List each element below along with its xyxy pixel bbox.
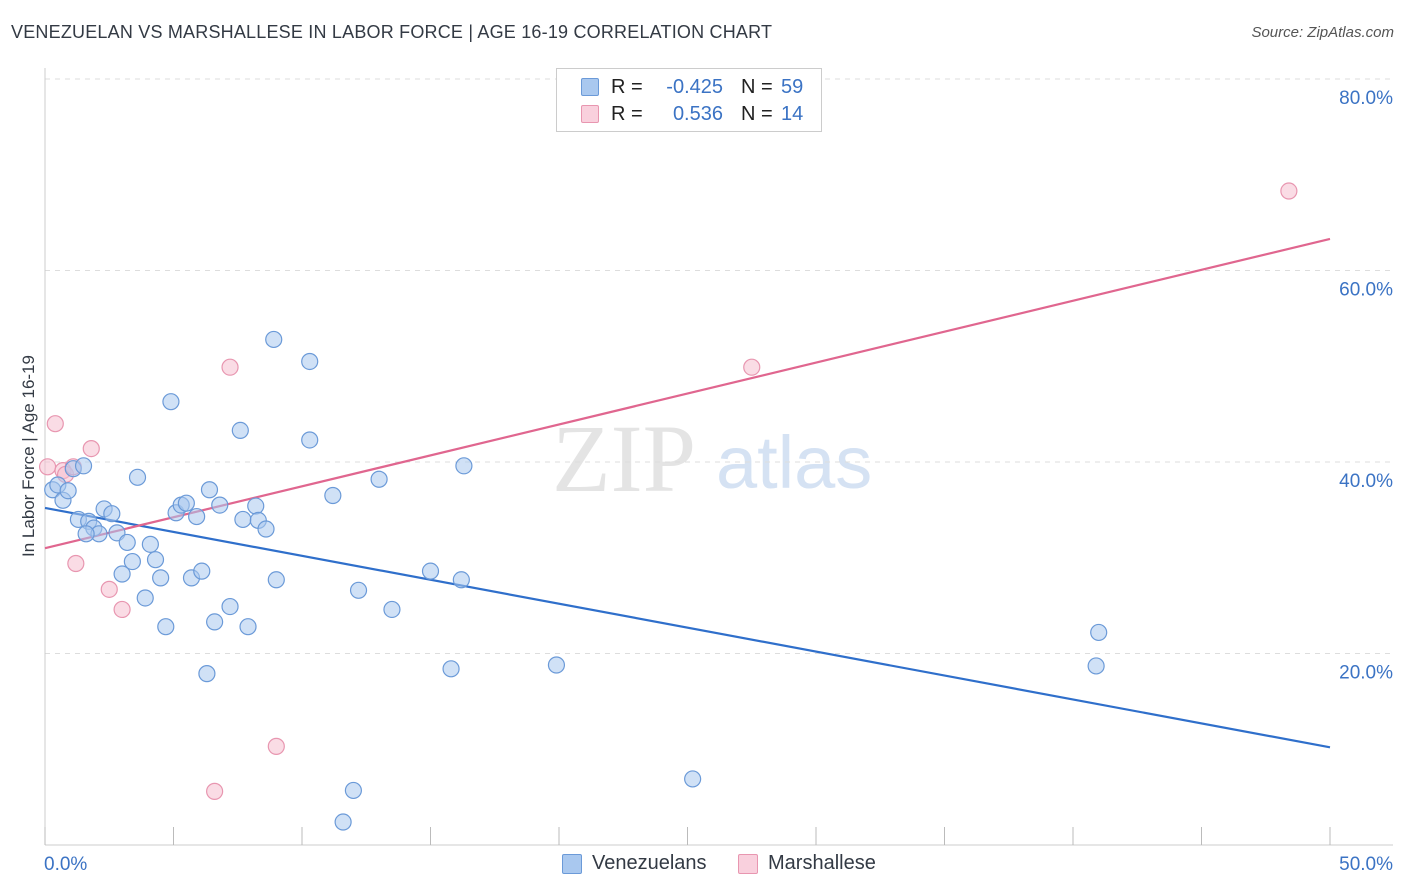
venezuelans-point	[123, 552, 141, 571]
venezuelans-point	[547, 656, 566, 674]
venezuelans-point	[113, 565, 131, 583]
legend-swatch-pink	[581, 105, 599, 123]
gridlines	[45, 78, 1393, 654]
y-tick-label: 60.0%	[1339, 280, 1393, 301]
series-legend-label: Marshallese	[768, 852, 876, 874]
legend-row-marshallese: R = 0.536 N = 14	[581, 101, 803, 127]
y-tick-label: 40.0%	[1339, 471, 1393, 492]
venezuelans-trendline	[44, 506, 1331, 749]
venezuelans-point	[1087, 657, 1105, 675]
venezuelans-point	[684, 770, 702, 788]
y-tick-label: 80.0%	[1339, 88, 1393, 109]
venezuelans-point	[198, 665, 216, 683]
venezuelans-point	[421, 562, 440, 580]
venezuelans-point	[118, 533, 136, 552]
venezuelans-point	[383, 600, 401, 619]
legend-r-value: -0.425	[666, 75, 723, 98]
venezuelans-point	[442, 660, 460, 678]
stats-legend: R = -0.425 N = 59 R = 0.536 N = 14	[556, 68, 822, 132]
legend-r-label: R =	[611, 102, 643, 125]
venezuelans-point	[193, 562, 211, 580]
marshallese-point	[113, 600, 131, 619]
venezuelans-point	[74, 457, 93, 475]
legend-n-value: 14	[781, 102, 804, 125]
venezuelans-point	[455, 457, 473, 475]
venezuelans-point	[152, 569, 170, 587]
venezuelans-point	[211, 496, 229, 514]
x-tick-label: 0.0%	[44, 854, 87, 875]
venezuelans-point	[177, 494, 195, 512]
venezuelans-point	[1090, 623, 1108, 642]
watermark: ZIP atlas	[552, 405, 872, 512]
series-swatch-blue	[562, 853, 582, 874]
venezuelans-point	[128, 468, 147, 486]
venezuelans-point	[239, 618, 257, 636]
venezuelans-point	[206, 613, 224, 631]
legend-n-label: N =	[741, 102, 773, 125]
marshallese-point	[100, 580, 118, 598]
marshallese-point	[1280, 182, 1298, 200]
tick-labels: 20.0% 40.0% 60.0% 80.0% 0.0% 50.0%	[44, 88, 1393, 875]
venezuelans-points	[44, 330, 1108, 831]
source-label: Source: ZipAtlas.com	[1251, 24, 1394, 41]
trendlines	[44, 237, 1331, 749]
series-legend: Venezuelans Marshallese	[0, 852, 1406, 878]
watermark-zip: ZIP	[552, 405, 696, 512]
marshallese-point	[206, 782, 224, 800]
venezuelans-point	[141, 535, 159, 553]
legend-r-label: R =	[611, 75, 643, 98]
venezuelans-point	[221, 597, 239, 616]
chart-title: VENEZUELAN VS MARSHALLESE IN LABOR FORCE…	[11, 22, 773, 42]
venezuelans-point	[370, 470, 388, 488]
series-legend-marshallese: Marshallese	[738, 852, 876, 875]
y-axis-label: In Labor Force | Age 16-19	[19, 355, 38, 557]
venezuelans-point	[103, 505, 121, 523]
legend-r-value: 0.536	[672, 102, 723, 125]
marshallese-point	[267, 737, 285, 755]
series-swatch-pink	[738, 853, 758, 874]
venezuelans-point	[200, 481, 219, 499]
venezuelans-point	[344, 781, 362, 800]
series-legend-label: Venezuelans	[592, 852, 707, 874]
marshallese-point	[67, 554, 85, 573]
axes	[44, 68, 1393, 846]
venezuelans-point	[265, 330, 283, 349]
venezuelans-point	[59, 482, 77, 500]
legend-n-value: 59	[781, 75, 804, 98]
venezuelans-point	[231, 421, 249, 440]
venezuelans-point	[234, 510, 252, 529]
y-tick-label: 20.0%	[1339, 663, 1393, 684]
venezuelans-point	[247, 497, 265, 515]
venezuelans-point	[157, 618, 175, 636]
x-tick-label: 50.0%	[1339, 854, 1393, 875]
venezuelans-point	[267, 571, 285, 589]
venezuelans-point	[162, 393, 180, 411]
venezuelans-point	[188, 507, 206, 526]
venezuelans-point	[77, 525, 95, 543]
marshallese-point	[46, 415, 64, 433]
marshallese-trendline	[44, 237, 1331, 550]
venezuelans-point	[146, 551, 165, 569]
venezuelans-point	[334, 813, 352, 831]
venezuelans-point	[301, 352, 319, 371]
marshallese-point	[221, 358, 239, 376]
venezuelans-point	[349, 581, 368, 599]
legend-swatch-blue	[581, 78, 599, 96]
marshallese-point	[743, 358, 761, 376]
venezuelans-point	[136, 589, 154, 607]
venezuelans-point	[324, 486, 342, 505]
legend-n-label: N =	[741, 75, 773, 98]
marshallese-point	[82, 439, 100, 458]
venezuelans-point	[301, 431, 319, 449]
series-legend-venezuelans: Venezuelans	[562, 852, 707, 875]
venezuelans-point	[257, 520, 275, 538]
venezuelans-point	[452, 571, 470, 589]
legend-row-venezuelans: R = -0.425 N = 59	[581, 74, 803, 100]
marshallese-point	[38, 458, 57, 476]
